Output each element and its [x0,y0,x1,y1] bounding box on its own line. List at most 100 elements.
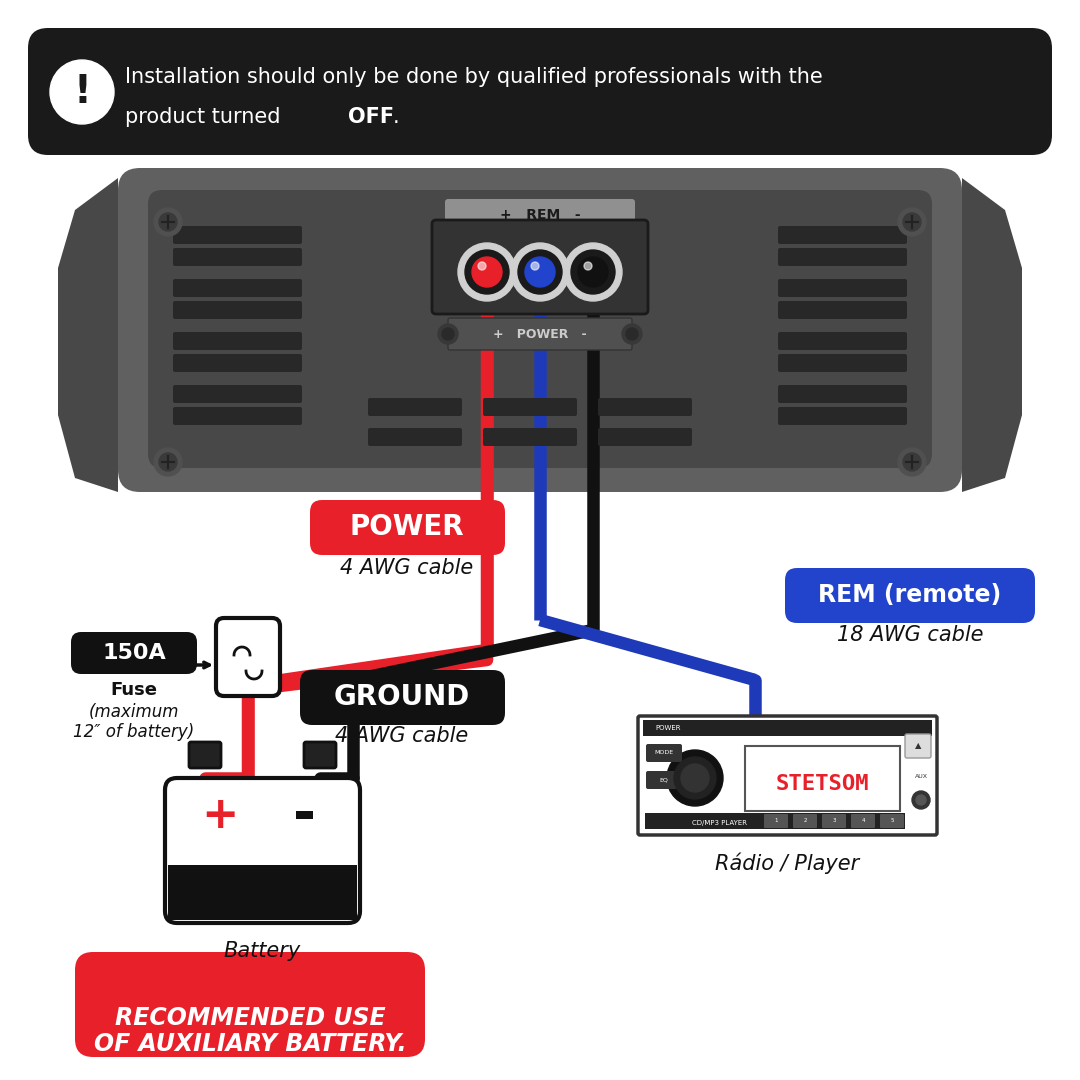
Text: REM (remote): REM (remote) [819,583,1001,607]
FancyBboxPatch shape [310,500,505,555]
Circle shape [571,249,615,294]
Bar [645,813,905,829]
Text: 2: 2 [804,819,807,823]
FancyBboxPatch shape [165,778,360,923]
FancyBboxPatch shape [368,399,462,416]
Text: +   REM   -: + REM - [500,208,580,222]
FancyBboxPatch shape [785,568,1035,623]
FancyBboxPatch shape [778,301,907,319]
Circle shape [912,791,930,809]
Bar [168,865,357,920]
FancyBboxPatch shape [778,332,907,350]
Text: .: . [393,107,400,127]
Circle shape [159,213,177,231]
Text: AUX: AUX [915,773,928,779]
Text: CD/MP3 PLAYER: CD/MP3 PLAYER [692,820,747,826]
FancyBboxPatch shape [778,279,907,297]
Text: EQ: EQ [660,778,669,783]
Circle shape [681,764,708,792]
FancyBboxPatch shape [216,618,280,696]
Text: 4: 4 [861,819,865,823]
Text: +   POWER   -: + POWER - [494,327,586,340]
Circle shape [154,448,183,476]
Polygon shape [195,178,384,200]
Text: 5: 5 [890,819,894,823]
Text: (maximum: (maximum [89,703,179,721]
FancyBboxPatch shape [173,226,302,244]
FancyBboxPatch shape [851,814,875,828]
Text: +: + [201,795,239,837]
Circle shape [564,243,622,301]
Bar [745,746,900,811]
Text: 3: 3 [833,819,836,823]
Text: POWER: POWER [350,513,464,541]
FancyBboxPatch shape [483,428,577,446]
FancyBboxPatch shape [173,407,302,426]
Circle shape [525,257,555,287]
Polygon shape [962,178,1022,492]
FancyBboxPatch shape [778,226,907,244]
FancyBboxPatch shape [598,428,692,446]
Polygon shape [58,178,118,492]
Text: Rádio / Player: Rádio / Player [715,852,860,874]
Text: POWER: POWER [654,725,680,731]
Text: 4 AWG cable: 4 AWG cable [340,558,474,578]
Circle shape [438,324,458,345]
Text: Fuse: Fuse [110,681,158,699]
Circle shape [903,453,921,471]
Circle shape [578,257,608,287]
FancyBboxPatch shape [880,814,904,828]
FancyBboxPatch shape [764,814,788,828]
Text: GROUND: GROUND [334,683,470,711]
FancyBboxPatch shape [173,279,302,297]
Circle shape [442,328,454,340]
FancyBboxPatch shape [173,354,302,372]
Text: OFF: OFF [348,107,394,127]
Text: 1: 1 [774,819,778,823]
FancyBboxPatch shape [483,399,577,416]
Circle shape [478,262,486,270]
Circle shape [154,208,183,237]
Text: 12″ of battery): 12″ of battery) [73,723,194,741]
Circle shape [472,257,502,287]
FancyBboxPatch shape [646,771,681,789]
FancyBboxPatch shape [448,318,632,350]
Circle shape [903,213,921,231]
Circle shape [897,208,926,237]
Text: ▲: ▲ [915,742,921,751]
FancyBboxPatch shape [148,190,932,468]
Text: 150A: 150A [103,643,166,663]
FancyBboxPatch shape [28,28,1052,156]
Circle shape [674,757,716,799]
Circle shape [667,750,723,806]
Circle shape [159,453,177,471]
Circle shape [916,795,926,805]
FancyBboxPatch shape [822,814,846,828]
FancyBboxPatch shape [189,742,221,768]
Circle shape [458,243,516,301]
Text: Installation should only be done by qualified professionals with the: Installation should only be done by qual… [125,67,823,87]
FancyBboxPatch shape [75,951,426,1057]
FancyBboxPatch shape [778,354,907,372]
FancyBboxPatch shape [71,632,197,674]
Text: product turned: product turned [125,107,287,127]
FancyBboxPatch shape [173,332,302,350]
FancyBboxPatch shape [432,220,648,314]
FancyBboxPatch shape [445,199,635,231]
FancyBboxPatch shape [778,248,907,266]
FancyBboxPatch shape [173,248,302,266]
Text: -: - [294,789,316,843]
FancyBboxPatch shape [118,168,962,492]
Circle shape [626,328,638,340]
Circle shape [897,448,926,476]
Bar [643,720,932,735]
FancyBboxPatch shape [173,384,302,403]
Polygon shape [696,178,885,200]
FancyBboxPatch shape [303,742,336,768]
Circle shape [531,262,539,270]
FancyBboxPatch shape [778,384,907,403]
Circle shape [465,249,509,294]
Text: 18 AWG cable: 18 AWG cable [837,625,983,645]
Circle shape [50,60,114,124]
Circle shape [584,262,592,270]
